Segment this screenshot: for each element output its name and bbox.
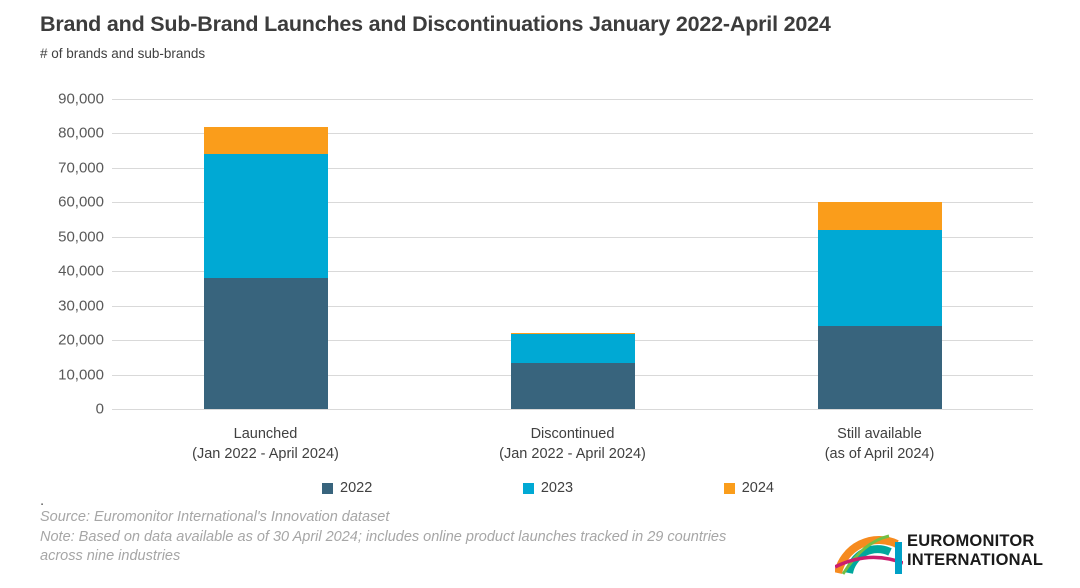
legend-label: 2024 [741, 480, 774, 496]
bar-segment-2023 [510, 334, 635, 363]
x-axis-label: Launched (Jan 2022 - April 2024) [192, 424, 339, 464]
bar-segment-2024 [817, 202, 942, 230]
euromonitor-logo-icon [835, 534, 903, 575]
x-axis-label: Discontinued (Jan 2022 - April 2024) [499, 424, 646, 464]
y-tick-label: 60,000 [58, 193, 104, 211]
footer-dot: . [40, 492, 45, 509]
bar-segment-2022 [510, 362, 635, 409]
x-label-line1: Launched [233, 426, 298, 442]
bar-segment-2022 [817, 326, 942, 409]
y-axis: 0 10,000 20,000 30,000 40,000 50,000 60,000 70,… [0, 91, 104, 418]
legend-marker [723, 482, 735, 494]
gridline [112, 167, 1033, 169]
bar-segment-2023 [817, 229, 942, 327]
x-axis: Launched (Jan 2022 - April 2024) Discontin… [112, 424, 1033, 468]
logo-bar-blue [895, 542, 902, 574]
x-label-line2: (Jan 2022 - April 2024) [499, 446, 646, 462]
y-tick-label: 40,000 [58, 262, 104, 280]
logo-line-1: EUROMONITOR [907, 532, 1035, 550]
bar-segment-2022 [203, 278, 328, 409]
gridline [112, 133, 1033, 135]
y-tick-label: 70,000 [58, 159, 104, 177]
plot-area [112, 99, 1033, 410]
source-line: Source: Euromonitor International's Inno… [40, 509, 390, 525]
logo-arc-teal [845, 545, 892, 574]
x-label-line1: Still available [837, 426, 922, 442]
x-axis-label: Still available (as of April 2024) [825, 424, 935, 464]
y-tick-label: 30,000 [58, 297, 104, 315]
bar-segment-2024 [203, 126, 328, 155]
euromonitor-logo-text: EUROMONITOR INTERNATIONAL [907, 532, 1043, 570]
euromonitor-logo: EUROMONITOR INTERNATIONAL [835, 526, 1043, 576]
legend: 2022 2023 2024 [322, 480, 774, 496]
y-tick-label: 10,000 [58, 366, 104, 384]
x-label-line2: (Jan 2022 - April 2024) [192, 446, 339, 462]
legend-item-2024: 2024 [723, 480, 774, 496]
legend-marker [322, 482, 333, 494]
note-line: Note: Based on data available as of 30 A… [40, 528, 727, 565]
y-tick-label: 90,000 [58, 90, 104, 108]
legend-item-2022: 2022 [322, 480, 372, 496]
bar-segment-2024 [510, 333, 635, 335]
chart-title: Brand and Sub-Brand Launches and Discont… [40, 12, 831, 36]
source-note: Source: Euromonitor International's Inno… [40, 508, 755, 567]
gridline [112, 202, 1033, 204]
chart-subtitle: # of brands and sub-brands [40, 46, 206, 61]
legend-label: 2023 [540, 480, 574, 496]
y-tick-label: 80,000 [58, 124, 104, 142]
gridline [112, 409, 1033, 410]
legend-label: 2022 [340, 480, 373, 496]
logo-arc-green [841, 534, 890, 575]
bar-segment-2023 [203, 154, 328, 279]
legend-item-2023: 2023 [522, 480, 574, 496]
y-tick-label: 0 [95, 400, 104, 418]
logo-line-2: INTERNATIONAL [907, 551, 1044, 569]
gridline [112, 99, 1033, 100]
y-tick-label: 50,000 [58, 228, 104, 246]
legend-marker [522, 482, 534, 494]
y-tick-label: 20,000 [58, 331, 104, 349]
gridline [112, 271, 1033, 273]
x-label-line1: Discontinued [530, 426, 615, 442]
gridline [112, 305, 1033, 307]
gridline [112, 236, 1033, 238]
x-label-line2: (as of April 2024) [824, 446, 935, 462]
